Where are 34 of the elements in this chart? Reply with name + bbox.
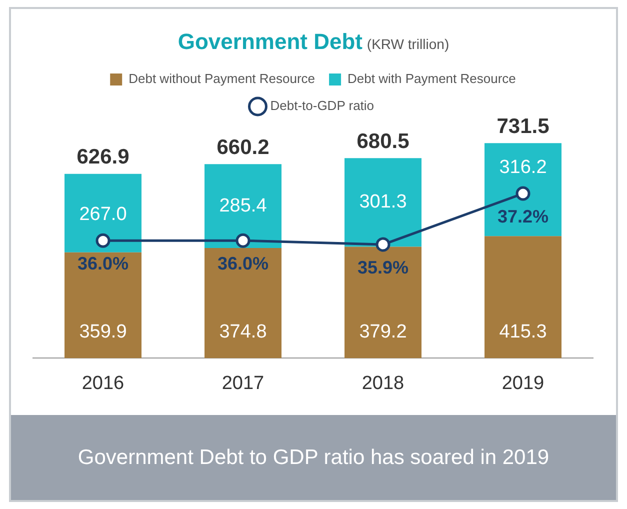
data-label: 379.2 <box>359 321 407 342</box>
x-tick-label: 2016 <box>82 372 124 394</box>
data-label: 359.9 <box>79 321 127 342</box>
text: Government Debt to GDP ratio has soared in 2019 <box>11 415 616 500</box>
bar <box>484 236 562 358</box>
legend-label: Debt without Payment Resource <box>128 71 316 86</box>
bar <box>204 164 282 248</box>
chart-title: Government Debt <box>178 29 362 54</box>
bar <box>204 248 282 358</box>
total-label: 680.5 <box>356 130 410 153</box>
data-label: 374.8 <box>219 321 267 342</box>
x-tick-label: 2018 <box>362 372 404 394</box>
total-label: 660.2 <box>216 136 270 159</box>
data-label: 37.2% <box>497 206 549 227</box>
data-label: 301.3 <box>359 192 407 213</box>
data-label: 285.4 <box>219 195 268 216</box>
data-label: 267.0 <box>79 204 127 225</box>
total-label: 731.5 <box>496 114 550 138</box>
bar <box>64 174 142 252</box>
x-tick-label: 2017 <box>222 372 264 394</box>
bar <box>344 158 422 247</box>
x-tick-label: 2019 <box>502 372 544 394</box>
data-label: 36.0% <box>77 254 129 274</box>
data-label: 316.2 <box>499 156 547 178</box>
legend-label: Debt-to-GDP ratio <box>270 98 374 114</box>
total-label: 626.9 <box>76 146 130 169</box>
chart-subtitle: (KRW trillion) <box>366 36 450 52</box>
data-label: 415.3 <box>499 321 547 342</box>
data-label: 36.0% <box>217 254 269 274</box>
bar <box>64 252 142 358</box>
data-label: 35.9% <box>357 257 409 278</box>
bar <box>484 143 562 236</box>
legend-label: Debt with Payment Resource <box>348 71 516 86</box>
bar <box>344 246 422 358</box>
